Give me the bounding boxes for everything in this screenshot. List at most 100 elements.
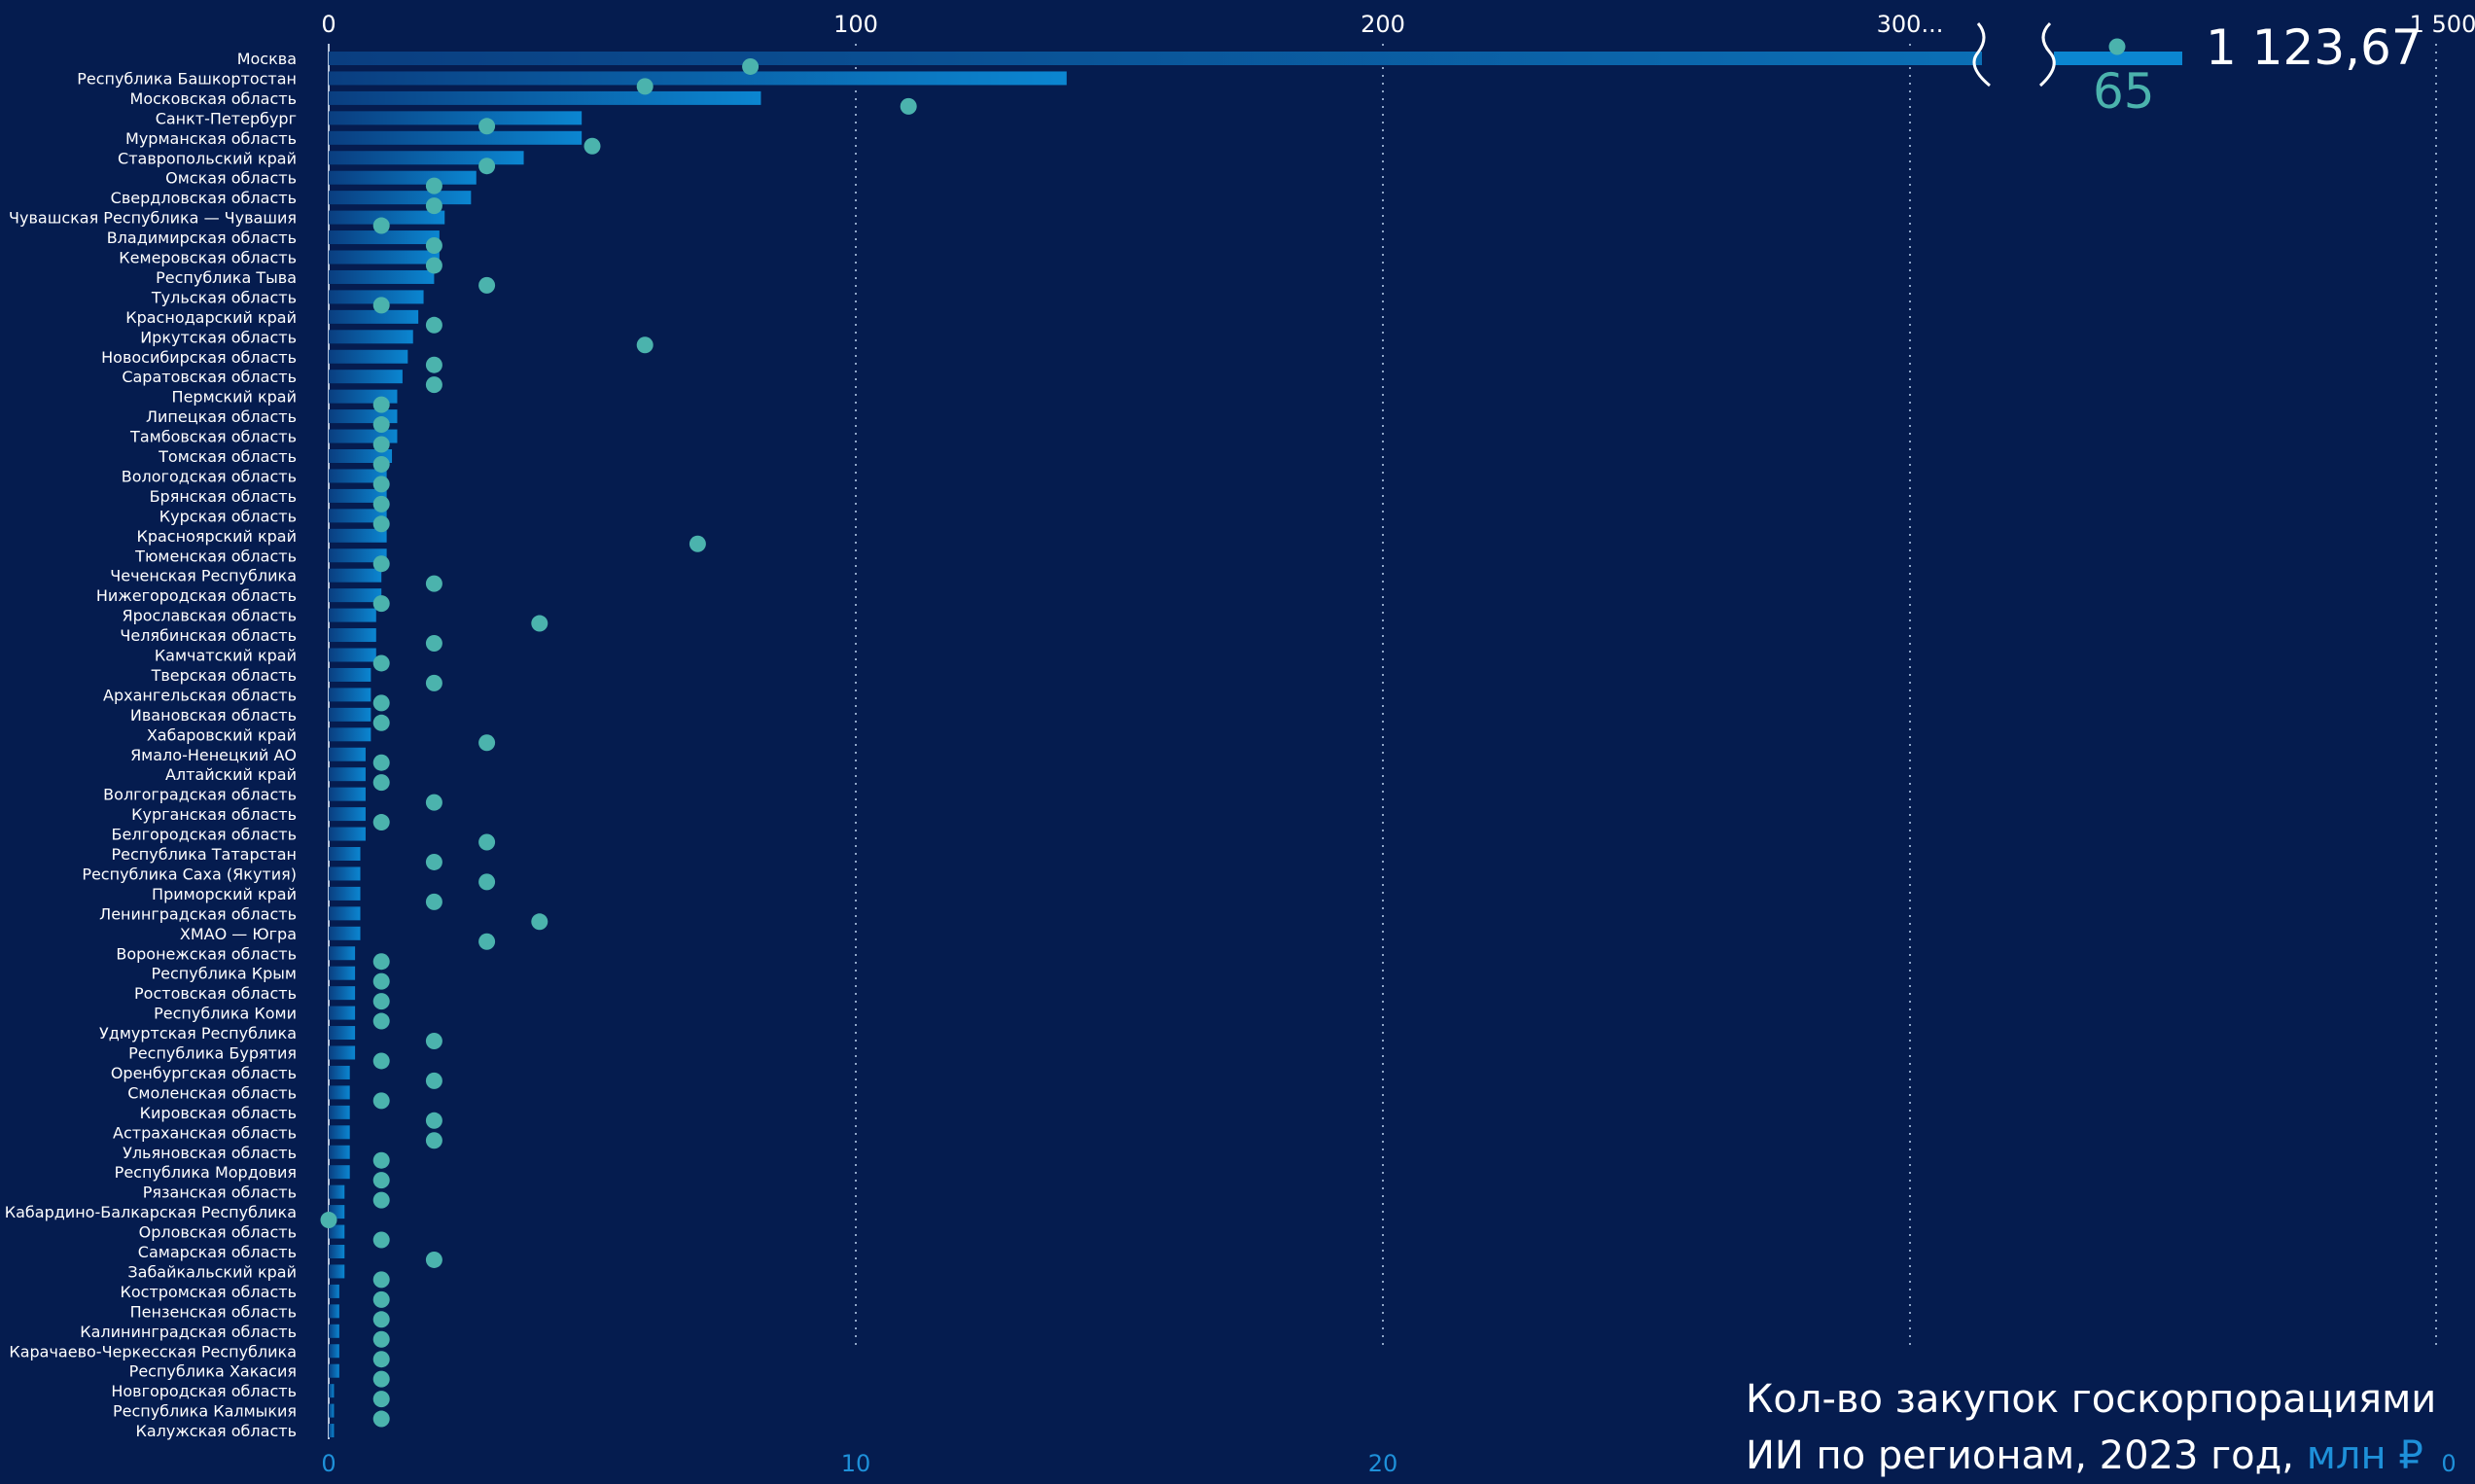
category-label: Курская область [159, 507, 297, 525]
dot [372, 495, 390, 512]
dot [372, 1311, 390, 1328]
dot [372, 1092, 390, 1110]
category-label: ХМАО — Югра [180, 925, 297, 943]
bar [329, 309, 419, 324]
category-label: Самарская область [138, 1243, 297, 1261]
dot [636, 336, 654, 354]
dot [372, 1052, 390, 1070]
bar [329, 1065, 350, 1079]
bar [329, 1284, 339, 1298]
bar [329, 946, 356, 961]
dot [372, 953, 390, 971]
bar [329, 130, 583, 145]
bar [329, 688, 371, 702]
category-label: Кировская область [140, 1104, 297, 1122]
bar [329, 1165, 350, 1180]
bar [329, 886, 361, 901]
category-label: Омская область [165, 169, 297, 188]
dot [425, 1251, 442, 1268]
dot [372, 1330, 390, 1348]
title-line-2: ИИ по регионам, 2023 год, млн ₽ [1746, 1428, 2446, 1484]
bar [329, 1105, 350, 1119]
category-label: Республика Хакасия [129, 1362, 297, 1381]
category-label: Свердловская область [111, 189, 297, 207]
bar-series [329, 21, 2182, 1438]
bar [329, 1245, 345, 1258]
bar [329, 1085, 350, 1100]
bar [329, 90, 761, 105]
bar [329, 568, 382, 583]
category-label: Ивановская область [130, 706, 297, 724]
dot [372, 993, 390, 1010]
dot [425, 356, 442, 373]
bar [329, 111, 583, 125]
dot [425, 1072, 442, 1089]
bar [329, 1403, 335, 1418]
bar [329, 667, 371, 682]
bar [329, 290, 424, 304]
dot [478, 276, 496, 294]
category-label: Республика Мордовия [115, 1163, 297, 1182]
category-label: Пермский край [172, 388, 297, 406]
category-label: Иркутская область [140, 328, 297, 346]
dot [372, 297, 390, 314]
bar [329, 1324, 339, 1338]
dot [425, 257, 442, 274]
bar [329, 1125, 350, 1140]
category-label: Ульяновская область [123, 1144, 297, 1162]
dot [425, 794, 442, 811]
bar [329, 787, 366, 801]
bar [329, 827, 366, 841]
bar [329, 628, 376, 643]
dot [425, 575, 442, 592]
dot [372, 436, 390, 453]
dot [372, 1351, 390, 1368]
category-label: Челябинская область [120, 626, 297, 645]
bar [329, 370, 403, 384]
category-label: Астраханская область [113, 1123, 297, 1142]
category-label: Рязанская область [143, 1184, 297, 1202]
bar [329, 52, 1982, 65]
category-label: Ростовская область [134, 984, 297, 1003]
bar [329, 488, 387, 503]
bar [329, 1184, 345, 1199]
category-label: Архангельская область [103, 686, 297, 704]
category-label: Красноярский край [136, 527, 297, 546]
category-label: Ярославская область [122, 607, 297, 625]
bar [329, 1045, 356, 1060]
category-label: Краснодарский край [125, 308, 297, 327]
dot [900, 97, 917, 115]
highlight-value-label: 1 123,67 [2206, 19, 2422, 76]
category-label: Республика Крым [152, 965, 297, 983]
bar [329, 1264, 345, 1279]
dot [636, 78, 654, 95]
dot [2108, 38, 2126, 55]
category-label: Республика Башкортостан [77, 69, 297, 88]
dot [425, 1033, 442, 1049]
category-label: Приморский край [152, 885, 297, 903]
dot [689, 535, 706, 552]
bar [329, 1224, 345, 1239]
dot [478, 734, 496, 752]
dot [372, 1172, 390, 1189]
bar [329, 548, 387, 563]
category-label: Мурманская область [125, 129, 297, 148]
bar [329, 71, 1067, 86]
dot [425, 316, 442, 334]
category-label: Оренбургская область [111, 1064, 297, 1082]
category-label: Санкт-Петербург [156, 109, 297, 127]
category-label: Республика Саха (Якутия) [82, 865, 297, 883]
category-label: Алтайский край [165, 765, 297, 784]
dot [425, 1132, 442, 1149]
dot [425, 197, 442, 215]
category-label: Республика Тыва [156, 268, 297, 287]
bar [329, 528, 387, 543]
category-label: Республика Татарстан [111, 845, 297, 864]
top-tick-label: 1 500 [2410, 11, 2475, 38]
category-label: Тюменская область [134, 547, 297, 565]
dot [425, 177, 442, 194]
category-label: Ямало-Ненецкий АО [130, 746, 297, 764]
bar [329, 1026, 356, 1041]
bar [329, 807, 366, 822]
